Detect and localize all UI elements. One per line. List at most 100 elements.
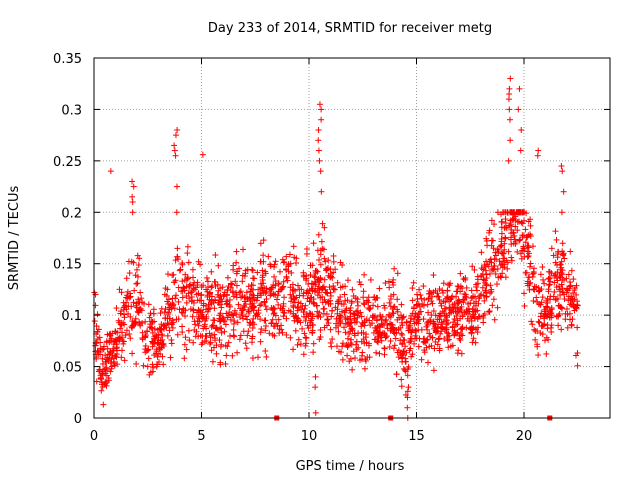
data-point xyxy=(310,340,317,347)
data-point xyxy=(491,263,498,270)
data-point xyxy=(558,326,565,333)
data-point xyxy=(194,281,201,288)
data-point xyxy=(195,333,202,340)
data-point xyxy=(539,264,546,271)
data-point xyxy=(160,342,167,349)
data-point xyxy=(320,310,327,317)
data-point xyxy=(197,261,204,268)
data-point xyxy=(117,325,124,332)
data-point xyxy=(316,279,323,286)
data-point xyxy=(254,354,261,361)
data-point xyxy=(366,354,373,361)
data-point xyxy=(381,304,388,311)
data-point xyxy=(224,286,231,293)
data-point xyxy=(568,267,575,274)
data-point xyxy=(410,305,417,312)
data-point xyxy=(521,245,528,252)
data-point xyxy=(151,325,158,332)
data-point xyxy=(135,262,142,269)
data-point xyxy=(573,291,580,298)
data-point xyxy=(553,236,560,243)
data-point xyxy=(275,316,282,323)
data-point xyxy=(166,327,173,334)
data-point xyxy=(168,305,175,312)
data-point xyxy=(209,358,216,365)
data-point xyxy=(292,327,299,334)
data-point xyxy=(429,293,436,300)
data-point xyxy=(474,329,481,336)
data-point xyxy=(311,274,318,281)
data-point xyxy=(273,296,280,303)
data-point xyxy=(207,334,214,341)
data-point xyxy=(184,250,191,257)
data-point xyxy=(212,296,219,303)
data-point xyxy=(424,326,431,333)
data-point xyxy=(406,339,413,346)
data-point xyxy=(283,275,290,282)
data-point xyxy=(100,346,107,353)
data-point xyxy=(390,276,397,283)
data-point xyxy=(145,346,152,353)
data-point xyxy=(463,324,470,331)
data-point xyxy=(489,237,496,244)
data-point xyxy=(251,303,258,310)
data-point xyxy=(262,303,269,310)
data-point xyxy=(147,310,154,317)
data-point xyxy=(144,363,151,370)
data-point xyxy=(133,280,140,287)
data-point xyxy=(502,220,509,227)
data-point xyxy=(297,300,304,307)
data-point xyxy=(463,284,470,291)
data-point xyxy=(319,220,326,227)
data-point xyxy=(382,334,389,341)
data-point xyxy=(490,266,497,273)
data-point xyxy=(130,299,137,306)
data-point xyxy=(376,285,383,292)
data-point xyxy=(483,287,490,294)
data-point xyxy=(231,318,238,325)
data-point xyxy=(172,295,179,302)
data-point xyxy=(293,259,300,266)
data-point xyxy=(551,288,558,295)
data-point xyxy=(406,347,413,354)
data-point xyxy=(142,342,149,349)
data-point xyxy=(545,288,552,295)
data-point xyxy=(550,252,557,259)
data-point xyxy=(245,306,252,313)
data-point xyxy=(435,293,442,300)
data-point xyxy=(508,257,515,264)
data-point xyxy=(186,295,193,302)
data-point xyxy=(263,296,270,303)
data-point xyxy=(445,320,452,327)
data-point xyxy=(240,246,247,253)
data-point xyxy=(123,327,130,334)
data-point xyxy=(568,321,575,328)
data-point xyxy=(398,383,405,390)
data-point xyxy=(317,261,324,268)
data-point xyxy=(231,333,238,340)
data-point xyxy=(311,300,318,307)
data-point xyxy=(468,330,475,337)
data-point xyxy=(455,283,462,290)
data-point xyxy=(470,324,477,331)
data-point xyxy=(319,293,326,300)
data-point xyxy=(378,320,385,327)
data-point xyxy=(236,314,243,321)
data-point xyxy=(494,209,501,216)
data-point xyxy=(167,354,174,361)
data-point xyxy=(430,272,437,279)
data-point xyxy=(529,321,536,328)
data-point xyxy=(383,333,390,340)
data-point xyxy=(300,351,307,358)
data-point xyxy=(447,280,454,287)
data-point xyxy=(499,270,506,277)
data-point xyxy=(400,348,407,355)
data-point xyxy=(244,316,251,323)
data-point xyxy=(449,293,456,300)
data-point xyxy=(527,279,534,286)
data-point xyxy=(573,282,580,289)
data-point xyxy=(174,331,181,338)
data-point xyxy=(444,293,451,300)
data-point xyxy=(403,318,410,325)
data-point xyxy=(335,322,342,329)
